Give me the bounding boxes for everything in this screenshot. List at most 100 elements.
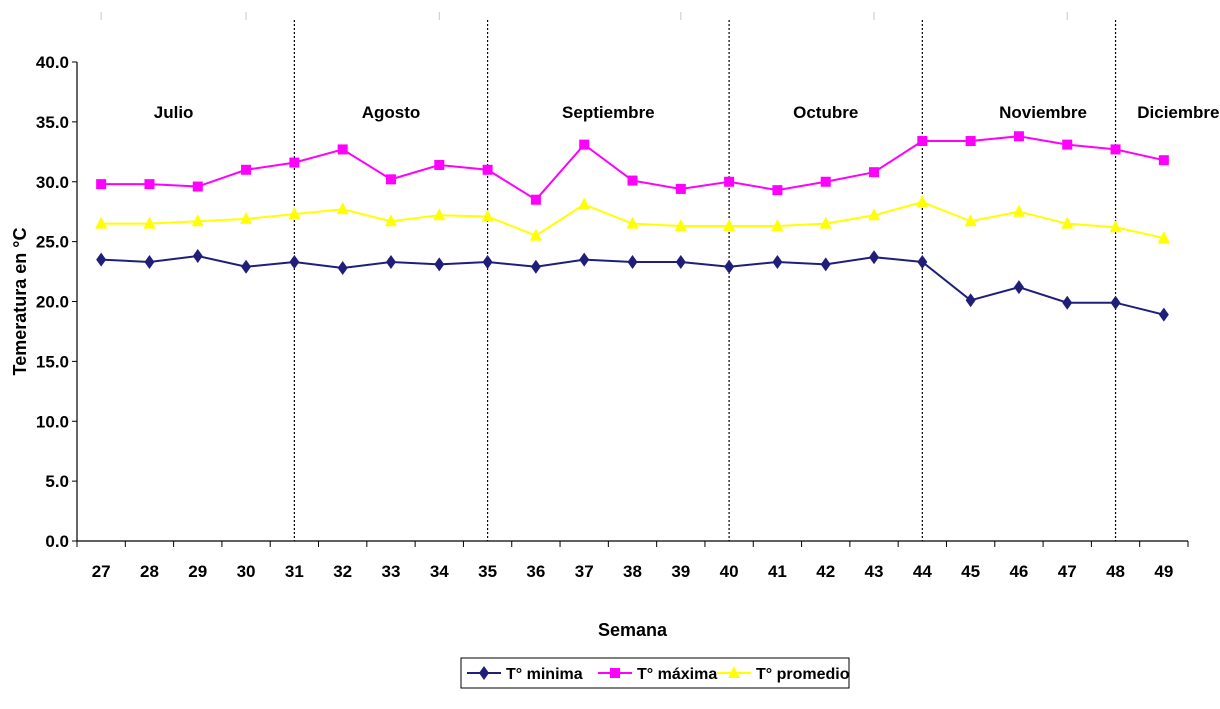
series-point bbox=[579, 252, 590, 267]
month-label: Diciembre bbox=[1137, 103, 1219, 122]
series-point bbox=[337, 144, 348, 155]
series-2 bbox=[95, 195, 1170, 244]
series-point bbox=[917, 136, 928, 147]
series-point bbox=[916, 195, 929, 208]
x-tick-label: 47 bbox=[1058, 562, 1077, 581]
series-point bbox=[578, 197, 591, 210]
x-tick-label: 35 bbox=[478, 562, 497, 581]
legend-label: T° minima bbox=[506, 666, 583, 683]
series-point bbox=[192, 181, 203, 192]
series-point bbox=[917, 254, 928, 269]
series-point bbox=[241, 259, 252, 274]
series-point bbox=[1061, 216, 1074, 229]
y-tick-label: 30.0 bbox=[36, 173, 69, 192]
x-tick-label: 42 bbox=[816, 562, 835, 581]
series-point bbox=[820, 257, 831, 272]
series-point bbox=[96, 252, 107, 267]
month-label: Julio bbox=[154, 103, 194, 122]
series-point bbox=[1109, 220, 1122, 233]
x-tick-label: 49 bbox=[1154, 562, 1173, 581]
series-point bbox=[241, 164, 252, 175]
series-point bbox=[433, 208, 446, 221]
month-label: Octubre bbox=[793, 103, 858, 122]
series-1 bbox=[96, 131, 1169, 205]
legend: T° minima T° máxima T° promedio bbox=[460, 657, 850, 689]
y-tick-label: 35.0 bbox=[36, 113, 69, 132]
y-tick-label: 10.0 bbox=[36, 412, 69, 431]
x-tick-label: 32 bbox=[333, 562, 352, 581]
series-point bbox=[191, 214, 204, 227]
month-label: Agosto bbox=[362, 103, 421, 122]
x-tick-label: 43 bbox=[865, 562, 884, 581]
series-point bbox=[336, 202, 349, 215]
series-point bbox=[530, 194, 541, 205]
series-point bbox=[1158, 307, 1169, 322]
series-point bbox=[772, 185, 783, 196]
series-point bbox=[1013, 280, 1024, 295]
series-point bbox=[385, 174, 396, 185]
legend-label: T° máxima bbox=[637, 666, 717, 683]
x-tick-label: 29 bbox=[188, 562, 207, 581]
series-point bbox=[289, 254, 300, 269]
series-point bbox=[1012, 204, 1025, 217]
legend-label: T° promedio bbox=[756, 666, 850, 683]
series-point bbox=[1110, 144, 1121, 155]
x-tick-label: 31 bbox=[285, 562, 304, 581]
x-axis-title: Semana bbox=[598, 620, 668, 640]
series-point bbox=[724, 259, 735, 274]
series-point bbox=[674, 219, 687, 232]
series-point bbox=[723, 219, 736, 232]
x-tick-label: 37 bbox=[575, 562, 594, 581]
series-point bbox=[724, 176, 735, 187]
series-point bbox=[627, 254, 638, 269]
series-point bbox=[820, 176, 831, 187]
series-point bbox=[868, 208, 881, 221]
series-point bbox=[482, 254, 493, 269]
series-point bbox=[288, 207, 301, 220]
x-tick-label: 27 bbox=[92, 562, 111, 581]
series-point bbox=[1013, 131, 1024, 142]
x-tick-label: 40 bbox=[720, 562, 739, 581]
series-point bbox=[869, 250, 880, 265]
x-tick-label: 44 bbox=[913, 562, 932, 581]
series-point bbox=[728, 666, 740, 678]
month-label: Noviembre bbox=[999, 103, 1087, 122]
x-tick-label: 39 bbox=[671, 562, 690, 581]
x-tick-label: 45 bbox=[961, 562, 980, 581]
series-point bbox=[529, 228, 542, 241]
series-0 bbox=[96, 248, 1169, 322]
x-tick-label: 48 bbox=[1106, 562, 1125, 581]
series-point bbox=[434, 159, 445, 170]
series-point bbox=[610, 668, 620, 678]
series-point bbox=[965, 293, 976, 308]
series-point bbox=[1110, 295, 1121, 310]
y-tick-label: 20.0 bbox=[36, 293, 69, 312]
series-point bbox=[965, 136, 976, 147]
series-point bbox=[384, 214, 397, 227]
series-point bbox=[675, 183, 686, 194]
series-point bbox=[479, 666, 489, 680]
series-point bbox=[240, 211, 253, 224]
series-point bbox=[96, 179, 107, 190]
y-tick-label: 15.0 bbox=[36, 352, 69, 371]
x-tick-label: 38 bbox=[623, 562, 642, 581]
y-tick-label: 25.0 bbox=[36, 233, 69, 252]
series-point bbox=[1062, 295, 1073, 310]
series-point bbox=[95, 216, 108, 229]
x-tick-label: 34 bbox=[430, 562, 449, 581]
series-point bbox=[1062, 139, 1073, 150]
series-point bbox=[1157, 231, 1170, 244]
series-point bbox=[337, 260, 348, 275]
series-point bbox=[289, 157, 300, 168]
y-axis-title: Temeratura en °C bbox=[10, 228, 30, 376]
month-label: Septiembre bbox=[562, 103, 655, 122]
x-tick-label: 28 bbox=[140, 562, 159, 581]
series-point bbox=[482, 164, 493, 175]
x-tick-label: 33 bbox=[382, 562, 401, 581]
series-line bbox=[101, 135, 1165, 202]
series-point bbox=[964, 214, 977, 227]
x-tick-label: 41 bbox=[768, 562, 787, 581]
x-tick-label: 36 bbox=[526, 562, 545, 581]
